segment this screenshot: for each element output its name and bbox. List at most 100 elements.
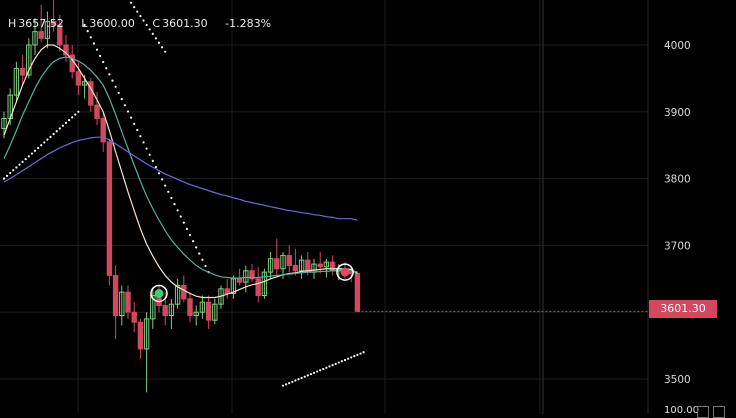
sar-dot bbox=[12, 169, 15, 172]
candle-body bbox=[212, 303, 218, 321]
sar-dot bbox=[359, 352, 362, 355]
candle-body bbox=[143, 318, 150, 350]
change-percent: -1.283% bbox=[225, 17, 272, 30]
sar-dot bbox=[300, 376, 303, 380]
candle-body bbox=[261, 271, 268, 296]
sar-dot bbox=[142, 19, 145, 22]
sar-dot bbox=[182, 221, 185, 224]
sar-dot bbox=[201, 258, 204, 261]
sar-dot bbox=[145, 23, 148, 27]
sar-dot bbox=[95, 48, 99, 51]
sar-dot bbox=[77, 110, 80, 113]
high-value: 3657.52 bbox=[18, 17, 64, 30]
price-axis[interactable]: 4000 3900 3800 3700 3500 bbox=[647, 0, 691, 414]
sar-dot bbox=[114, 85, 117, 88]
sar-dot bbox=[9, 171, 12, 175]
sar-dot bbox=[83, 23, 86, 27]
sar-dot bbox=[108, 73, 111, 76]
sar-dot bbox=[46, 138, 49, 141]
buy-signal-icon bbox=[154, 288, 164, 298]
ohlc-legend: H 3657.52 L 3600.00 C 3601.30 -1.283% bbox=[8, 17, 278, 30]
sar-dot bbox=[136, 10, 139, 13]
sar-dot bbox=[204, 264, 207, 268]
candle-body bbox=[168, 303, 175, 317]
chart-grid bbox=[0, 0, 648, 414]
candle-body bbox=[187, 298, 193, 317]
candle-body bbox=[38, 31, 44, 39]
candle-body bbox=[267, 258, 274, 273]
candle-body bbox=[50, 21, 57, 26]
sar-dot bbox=[291, 380, 294, 383]
sar-dot bbox=[319, 369, 322, 372]
sar-dot bbox=[151, 159, 154, 162]
sar-dot bbox=[347, 357, 350, 360]
y-tick-label: 3900 bbox=[664, 107, 691, 119]
sar-dot bbox=[21, 160, 24, 163]
sar-dot bbox=[173, 203, 176, 206]
candle-body bbox=[255, 278, 261, 296]
sar-dot bbox=[167, 190, 170, 193]
sar-dot bbox=[136, 128, 139, 132]
sar-dot bbox=[148, 28, 151, 31]
candle-body bbox=[112, 274, 119, 317]
sar-dot bbox=[139, 135, 142, 138]
sar-dot bbox=[350, 356, 353, 359]
moving-averages bbox=[3, 44, 358, 299]
sar-dot bbox=[281, 384, 285, 387]
sar-dot bbox=[343, 358, 347, 362]
candle-body bbox=[286, 254, 292, 266]
candle-body bbox=[323, 261, 330, 268]
pane-maximize-icon[interactable] bbox=[713, 406, 725, 418]
sar-dot bbox=[64, 121, 68, 125]
candle-body bbox=[274, 258, 280, 270]
sar-dot bbox=[6, 174, 9, 177]
sar-dot bbox=[170, 196, 173, 200]
sar-dot bbox=[92, 42, 95, 45]
candle-body bbox=[298, 259, 305, 272]
sar-dot bbox=[328, 365, 331, 368]
sar-dot bbox=[74, 113, 77, 116]
sar-dot bbox=[154, 37, 157, 40]
sar-dot bbox=[24, 158, 27, 161]
sar-dot bbox=[130, 116, 133, 119]
sar-dot bbox=[353, 355, 356, 358]
sar-dot bbox=[18, 163, 21, 166]
sar-dot bbox=[99, 54, 102, 57]
last-price-tag: 3601.30 bbox=[649, 300, 717, 318]
sar-dot bbox=[362, 351, 365, 354]
sar-dot bbox=[123, 104, 126, 107]
sar-dot bbox=[198, 252, 201, 255]
sar-dot bbox=[188, 233, 192, 237]
candle-body bbox=[137, 321, 144, 350]
sar-dot bbox=[331, 364, 334, 367]
sar-dot bbox=[157, 172, 161, 175]
candle-body bbox=[162, 305, 168, 317]
candle-body bbox=[236, 278, 243, 283]
sar-dot bbox=[148, 153, 151, 156]
sar-dot bbox=[334, 362, 337, 365]
candle-body bbox=[181, 284, 187, 300]
sar-dot bbox=[176, 209, 179, 212]
sar-dot bbox=[325, 366, 328, 369]
sar-dot bbox=[145, 147, 148, 150]
candle-body bbox=[81, 81, 88, 86]
candle-body bbox=[100, 117, 106, 143]
sar-dot bbox=[117, 91, 120, 95]
sar-dot bbox=[15, 166, 18, 169]
candle-body bbox=[13, 67, 20, 96]
candles bbox=[1, 0, 361, 393]
candle-body bbox=[317, 263, 323, 268]
sar-dot bbox=[185, 227, 188, 230]
sar-dot bbox=[120, 98, 123, 101]
sar-dot bbox=[111, 79, 114, 82]
moving-average-line bbox=[3, 56, 358, 279]
candle-body bbox=[19, 67, 26, 76]
candle-body bbox=[354, 272, 361, 312]
pane-toggle-icon[interactable] bbox=[697, 406, 709, 418]
y-tick-label: 4000 bbox=[664, 40, 691, 52]
sar-dot bbox=[151, 32, 154, 35]
sar-dot bbox=[86, 30, 89, 33]
sar-dot bbox=[288, 382, 291, 385]
candle-body bbox=[26, 44, 32, 76]
